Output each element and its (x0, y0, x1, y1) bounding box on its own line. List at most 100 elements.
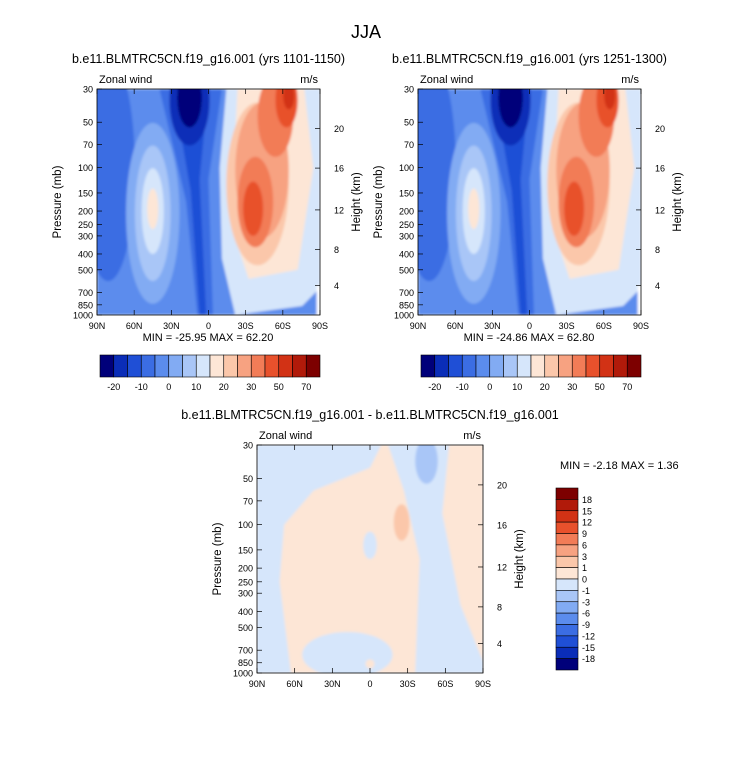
contour-band (147, 188, 159, 230)
x-tick-label: 30S (400, 679, 416, 689)
y-tick-label: 100 (238, 520, 253, 530)
colorbar-swatch (555, 567, 579, 580)
contour-band (363, 531, 377, 559)
colorbar-label: -18 (582, 654, 595, 664)
colorbar-swatch (448, 354, 463, 378)
colorbar-swatch (154, 354, 170, 378)
y-tick-label: 850 (78, 300, 93, 310)
height-tick-label: 20 (655, 124, 665, 134)
y-tick-label: 100 (399, 163, 414, 173)
colorbar-swatch (613, 354, 628, 378)
colorbar-swatch (555, 487, 579, 500)
colorbar-swatch (530, 354, 546, 378)
y-tick-label: 150 (78, 188, 93, 198)
y-tick-label: 700 (238, 646, 253, 656)
panel-title: b.e11.BLMTRC5CN.f19_g16.001 (yrs 1251-13… (392, 52, 667, 66)
colorbar-swatch (544, 354, 559, 378)
panel-title: b.e11.BLMTRC5CN.f19_g16.001 (yrs 1101-11… (72, 52, 345, 66)
x-tick-label: 90N (410, 321, 427, 331)
colorbar-label: -9 (582, 620, 590, 630)
colorbar-label: 0 (487, 382, 492, 392)
colorbar-label: -12 (582, 631, 595, 641)
colorbar-swatch (555, 612, 579, 625)
panel-3: b.e11.BLMTRC5CN.f19_g16.001 - b.e11.BLMT… (181, 408, 678, 689)
y-tick-label: 500 (238, 623, 253, 633)
height-tick-label: 8 (334, 245, 339, 255)
contour-band (257, 445, 382, 673)
colorbar-swatch (278, 354, 293, 378)
colorbar-label: 50 (274, 382, 284, 392)
colorbar-swatch (555, 510, 579, 523)
colorbar-swatch (420, 354, 436, 378)
colorbar-swatch (555, 578, 579, 591)
y-tick-label: 700 (78, 288, 93, 298)
contour-field (97, 89, 320, 315)
height-axis-title: Height (km) (351, 172, 363, 232)
contour-band (393, 504, 410, 541)
y-tick-label: 1000 (394, 311, 414, 321)
colorbar-swatch (140, 354, 156, 378)
contour-band (172, 89, 209, 315)
panel-2: b.e11.BLMTRC5CN.f19_g16.001 (yrs 1251-13… (373, 52, 684, 392)
height-tick-label: 4 (497, 639, 502, 649)
contour-band (480, 89, 543, 315)
colorbar-swatch (99, 354, 115, 378)
colorbar-swatch (113, 354, 128, 378)
y-tick-label: 400 (238, 607, 253, 617)
y-tick-label: 1000 (73, 311, 93, 321)
colorbar-swatch (626, 354, 642, 378)
y-tick-label: 200 (78, 207, 93, 217)
colorbar-swatch (555, 555, 579, 568)
colorbar-swatch (461, 354, 477, 378)
contour-band (243, 181, 264, 236)
x-tick-label: 30S (238, 321, 254, 331)
colorbar-label: -6 (582, 609, 590, 619)
colorbar-swatch (555, 544, 579, 557)
contour-band (415, 445, 438, 484)
colorbar-label: 70 (301, 382, 311, 392)
contour-band (388, 445, 483, 673)
y-tick-label: 50 (243, 474, 253, 484)
height-tick-label: 4 (655, 281, 660, 291)
min-max-stats: MIN = -24.86 MAX = 62.80 (464, 332, 595, 344)
colorbar-swatch (558, 354, 573, 378)
y-tick-label: 30 (243, 441, 253, 451)
x-tick-label: 30S (559, 321, 575, 331)
y-tick-label: 200 (238, 564, 253, 574)
y-tick-label: 30 (83, 85, 93, 95)
x-tick-label: 90S (475, 679, 491, 689)
x-tick-label: 60N (447, 321, 464, 331)
colorbar-label: 0 (166, 382, 171, 392)
y-tick-label: 30 (404, 85, 414, 95)
contour-band (283, 89, 295, 110)
colorbar-swatch (555, 635, 579, 648)
variable-label: Zonal wind (259, 430, 312, 442)
topography-mask (316, 285, 320, 315)
x-tick-label: 30N (324, 679, 341, 689)
y-tick-label: 250 (78, 220, 93, 230)
y-tick-label: 500 (399, 265, 414, 275)
colorbar-swatch (209, 354, 225, 378)
y-tick-label: 70 (404, 140, 414, 150)
min-max-stats: MIN = -2.18 MAX = 1.36 (560, 460, 679, 472)
x-tick-label: 0 (367, 679, 372, 689)
colorbar-label: -20 (428, 382, 441, 392)
y-tick-label: 100 (78, 163, 93, 173)
contour-band (177, 89, 202, 128)
height-tick-label: 8 (655, 245, 660, 255)
colorbar-swatch (585, 354, 601, 378)
colorbar-label: 12 (582, 518, 592, 528)
units-label: m/s (300, 74, 318, 86)
colorbar-swatch (292, 354, 307, 378)
colorbar-label: -15 (582, 643, 595, 653)
colorbar-swatch (555, 499, 579, 512)
y-axis-title: Pressure (mb) (373, 165, 385, 238)
colorbar-label: 9 (582, 529, 587, 539)
topography-mask (637, 285, 641, 315)
panel-title: b.e11.BLMTRC5CN.f19_g16.001 - b.e11.BLMT… (181, 408, 559, 422)
contour-band (418, 89, 456, 282)
height-tick-label: 4 (334, 281, 339, 291)
colorbar-label: -20 (107, 382, 120, 392)
colorbar-swatch (599, 354, 614, 378)
units-label: m/s (463, 430, 481, 442)
